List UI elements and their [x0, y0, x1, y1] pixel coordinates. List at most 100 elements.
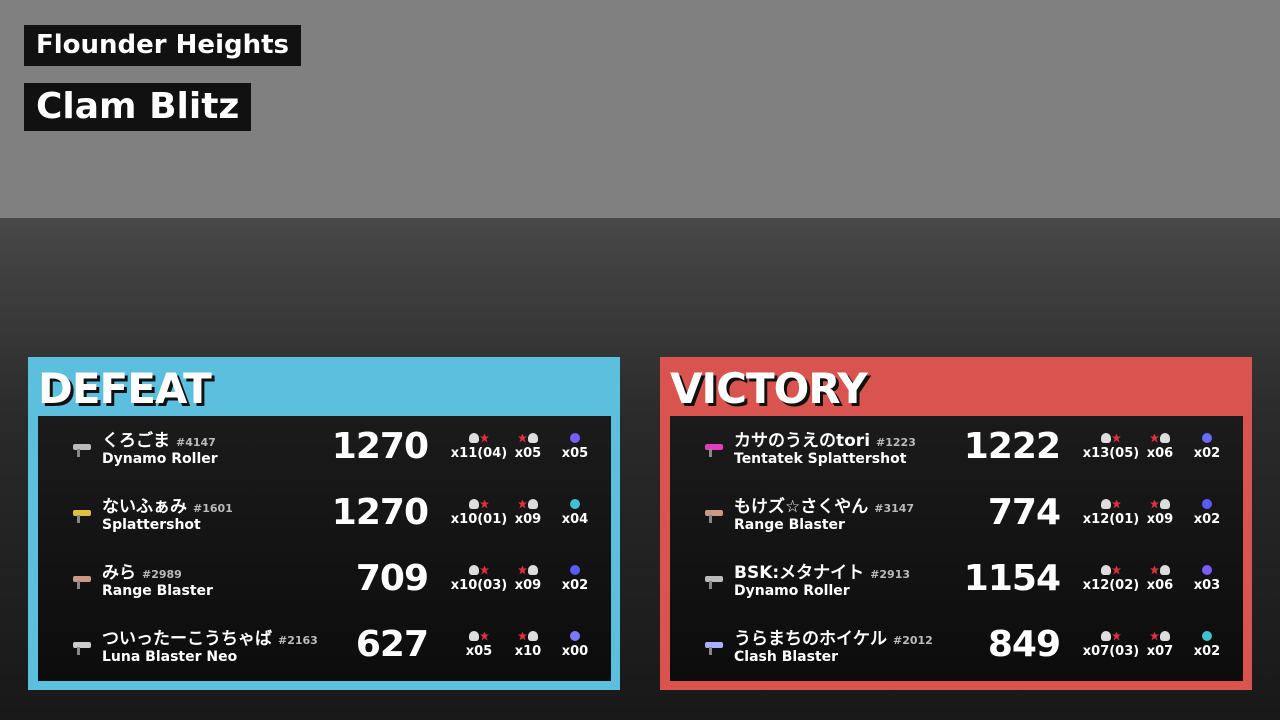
player-row: ついったーこうちゃば #2163 Luna Blaster Neo 627 x05…: [38, 614, 611, 680]
weapon-icon: [73, 642, 91, 655]
weapon-name: Dynamo Roller: [734, 583, 850, 599]
victory-team-panel: VICTORY カサのうえのtori #1223 Tentatek Splatte…: [660, 357, 1252, 690]
death-icon: [1130, 628, 1190, 644]
weapon-name: Tentatek Splattershot: [734, 451, 907, 467]
player-row: カサのうえのtori #1223 Tentatek Splattershot 12…: [670, 416, 1243, 482]
score: 1222: [963, 426, 1061, 467]
player-name: カサのうえのtori #1223: [734, 431, 916, 451]
specials-stat: x00: [545, 628, 605, 659]
kills-stat: x07(03): [1081, 628, 1141, 659]
specials-stat: x02: [1177, 430, 1237, 461]
score: 1270: [331, 426, 429, 467]
special-weapon-icon: [545, 562, 605, 578]
player-row: BSK:メタナイト #2913 Dynamo Roller 1154 x12(02…: [670, 548, 1243, 614]
kill-icon: [1081, 430, 1141, 446]
score: 1270: [331, 492, 429, 533]
specials-stat: x02: [545, 562, 605, 593]
special-weapon-icon: [1177, 430, 1237, 446]
weapon-name: Dynamo Roller: [102, 451, 218, 467]
kills-stat: x12(02): [1081, 562, 1141, 593]
special-weapon-icon: [1177, 628, 1237, 644]
deaths-stat: x06: [1130, 430, 1190, 461]
player-tag: #2989: [142, 568, 182, 581]
player-name: ついったーこうちゃば #2163: [102, 629, 318, 649]
special-weapon-icon: [545, 496, 605, 512]
kill-icon: [449, 562, 509, 578]
special-weapon-icon: [545, 430, 605, 446]
score: 849: [987, 624, 1061, 665]
kill-icon: [449, 628, 509, 644]
special-weapon-icon: [1177, 496, 1237, 512]
kills-stat: x12(01): [1081, 496, 1141, 527]
player-name: うらまちのホイケル #2012: [734, 629, 933, 649]
kill-icon: [1081, 496, 1141, 512]
player-list: くろごま #4147 Dynamo Roller 1270 x11(04) x05…: [38, 416, 611, 681]
score: 1154: [963, 558, 1061, 599]
death-icon: [498, 562, 558, 578]
deaths-stat: x09: [1130, 496, 1190, 527]
deaths-stat: x06: [1130, 562, 1190, 593]
player-name: BSK:メタナイト #2913: [734, 563, 911, 583]
kill-icon: [449, 430, 509, 446]
player-row: ないふぁみ #1601 Splattershot 1270 x10(01) x09…: [38, 482, 611, 548]
mode-name: Clam Blitz: [24, 83, 252, 131]
weapon-name: Splattershot: [102, 517, 201, 533]
special-weapon-icon: [1177, 562, 1237, 578]
player-row: うらまちのホイケル #2012 Clash Blaster 849 x07(03)…: [670, 614, 1243, 680]
kills-stat: x10(01): [449, 496, 509, 527]
player-list: カサのうえのtori #1223 Tentatek Splattershot 12…: [670, 416, 1243, 681]
player-tag: #1601: [193, 502, 233, 515]
weapon-name: Range Blaster: [734, 517, 845, 533]
player-name: もけズ☆さくやん #3147: [734, 497, 915, 517]
player-tag: #2163: [278, 634, 318, 647]
kill-icon: [1081, 628, 1141, 644]
player-tag: #3147: [874, 502, 915, 515]
deaths-stat: x10: [498, 628, 558, 659]
kills-stat: x13(05): [1081, 430, 1141, 461]
deaths-stat: x07: [1130, 628, 1190, 659]
deaths-stat: x05: [498, 430, 558, 461]
deaths-stat: x09: [498, 562, 558, 593]
death-icon: [1130, 430, 1190, 446]
specials-stat: x02: [1177, 496, 1237, 527]
specials-stat: x02: [1177, 628, 1237, 659]
weapon-name: Luna Blaster Neo: [102, 649, 238, 665]
death-icon: [1130, 496, 1190, 512]
kill-icon: [449, 496, 509, 512]
weapon-icon: [73, 444, 91, 457]
death-icon: [498, 628, 558, 644]
death-icon: [1130, 562, 1190, 578]
stage-name: Flounder Heights: [24, 25, 302, 66]
kills-stat: x11(04): [449, 430, 509, 461]
specials-stat: x04: [545, 496, 605, 527]
player-name: くろごま #4147: [102, 431, 216, 451]
player-name: ないふぁみ #1601: [102, 497, 233, 517]
player-tag: #4147: [176, 436, 216, 449]
score: 627: [355, 624, 429, 665]
kills-stat: x05: [449, 628, 509, 659]
result-label: VICTORY: [670, 364, 868, 413]
special-weapon-icon: [545, 628, 605, 644]
score: 709: [355, 558, 429, 599]
defeat-team-panel: DEFEAT くろごま #4147 Dynamo Roller 1270 x11(…: [28, 357, 620, 690]
deaths-stat: x09: [498, 496, 558, 527]
player-name: みら #2989: [102, 563, 182, 583]
score: 774: [987, 492, 1061, 533]
player-row: みら #2989 Range Blaster 709 x10(03) x09 x0…: [38, 548, 611, 614]
weapon-icon: [705, 444, 723, 457]
weapon-name: Range Blaster: [102, 583, 213, 599]
weapon-icon: [73, 510, 91, 523]
player-tag: #1223: [876, 436, 916, 449]
specials-stat: x05: [545, 430, 605, 461]
death-icon: [498, 496, 558, 512]
death-icon: [498, 430, 558, 446]
kill-icon: [1081, 562, 1141, 578]
weapon-icon: [73, 576, 91, 589]
weapon-name: Clash Blaster: [734, 649, 839, 665]
weapon-icon: [705, 642, 723, 655]
weapon-icon: [705, 576, 723, 589]
specials-stat: x03: [1177, 562, 1237, 593]
player-tag: #2012: [893, 634, 933, 647]
weapon-icon: [705, 510, 723, 523]
result-label: DEFEAT: [38, 364, 212, 413]
